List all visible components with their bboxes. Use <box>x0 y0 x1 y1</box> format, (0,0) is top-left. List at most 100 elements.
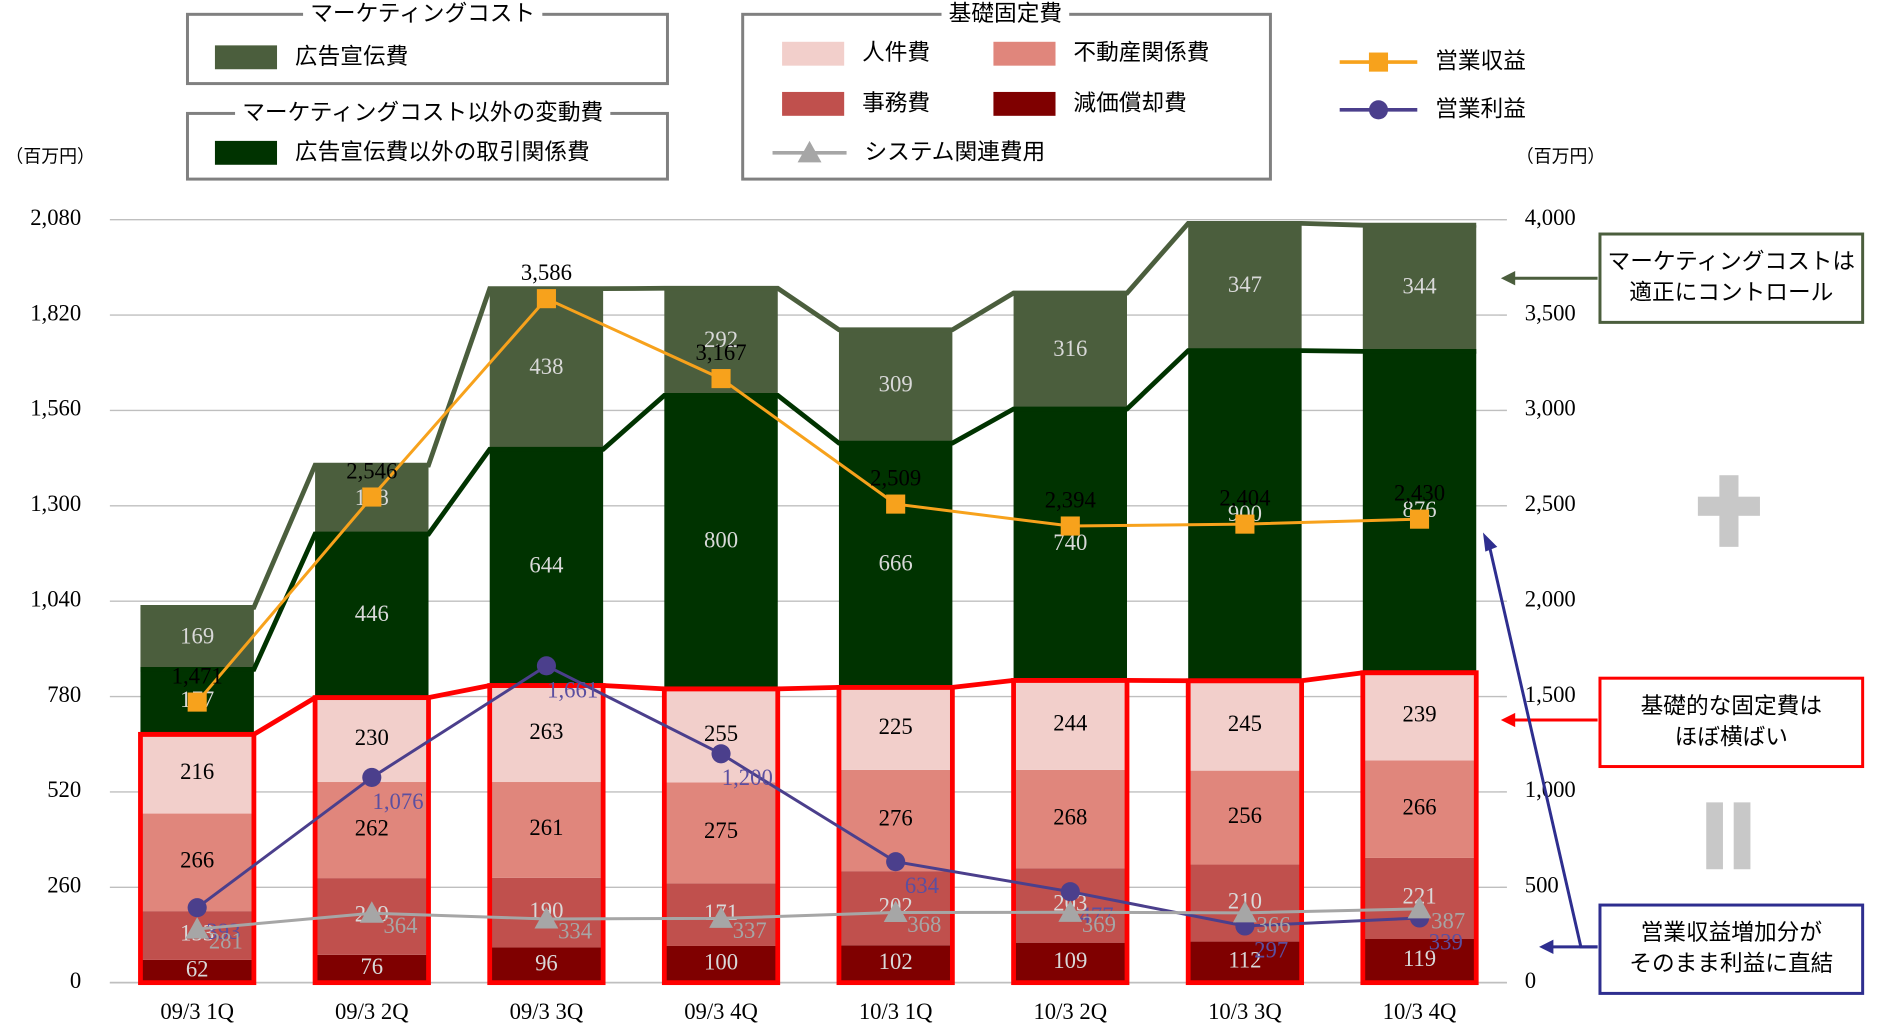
line-marker <box>536 656 556 676</box>
bar-segment <box>1188 223 1302 351</box>
fixed-cost-outline <box>661 686 781 986</box>
line-marker <box>886 852 906 872</box>
bar-segment <box>1013 293 1128 409</box>
fixed-cost-outline <box>1360 670 1479 986</box>
bar-value-label: 438 <box>529 354 563 379</box>
bar-value-label: 112 <box>1228 947 1261 972</box>
connector-line <box>140 220 1477 610</box>
legend-group-title: マーケティングコスト以外の変動費 <box>242 100 603 126</box>
bar-value-label: 644 <box>529 553 563 578</box>
line-value-label: 337 <box>733 918 767 943</box>
legend-label: 事務費 <box>862 90 930 116</box>
equals-sign <box>1733 802 1751 870</box>
legend-label: 営業収益 <box>1435 49 1526 75</box>
y2-tick-label: 4,000 <box>1525 205 1576 230</box>
line-value-label: 387 <box>1431 908 1465 933</box>
bar-segment <box>838 945 953 983</box>
bar-segment <box>1013 680 1128 770</box>
legend-swatch <box>214 140 278 165</box>
line-marker <box>359 901 384 923</box>
line-value-label: 369 <box>1082 912 1116 937</box>
legend-label: 営業利益 <box>1435 96 1526 122</box>
annotation-text: ほぼ横ばい <box>1675 724 1788 750</box>
arrow-head <box>1482 532 1498 552</box>
bar-value-label: 100 <box>704 950 738 975</box>
line-value-label: 368 <box>907 912 941 937</box>
line-marker <box>1409 509 1430 529</box>
bar-value-label: 316 <box>1053 336 1087 361</box>
bar-segment <box>1362 225 1477 352</box>
legend-label: 広告宣伝費 <box>295 44 408 70</box>
legend-title-bg <box>303 9 543 20</box>
line-series <box>197 907 1420 931</box>
bar-value-label: 309 <box>879 372 913 397</box>
bar-segment <box>315 954 429 983</box>
legend-title-bg <box>941 9 1070 20</box>
bar-value-label: 261 <box>529 815 563 840</box>
annotation-arrow <box>1488 548 1598 949</box>
y-axis-unit: （百万円） <box>5 147 94 168</box>
x-tick-label: 10/3 2Q <box>1033 999 1107 1024</box>
line-marker <box>1235 514 1255 534</box>
line-value-label: 366 <box>1257 912 1291 937</box>
bar-value-label: 266 <box>1403 794 1437 819</box>
line-value-label: 2,509 <box>870 465 921 490</box>
line-marker <box>1060 882 1080 902</box>
line-value-label: 2,430 <box>1394 480 1445 505</box>
bar-segment <box>1188 941 1302 983</box>
y2-tick-label: 500 <box>1525 872 1559 897</box>
legend-title-bg <box>235 108 611 119</box>
line-marker <box>1407 896 1432 919</box>
legend-swatch <box>993 91 1056 116</box>
bar-value-label: 256 <box>1228 803 1262 828</box>
arrow-head <box>1500 712 1516 728</box>
bar-value-label: 666 <box>879 550 913 575</box>
line-marker <box>1058 900 1083 922</box>
bar-value-label: 96 <box>535 950 558 975</box>
legend-label: 人件費 <box>862 40 930 66</box>
bar-value-label: 169 <box>180 624 214 649</box>
x-tick-label: 09/3 1Q <box>160 999 234 1024</box>
annotation-text: 基礎的な固定費は <box>1641 693 1822 719</box>
legend-label: 減価償却費 <box>1073 90 1186 116</box>
bar-value-label: 292 <box>704 327 738 352</box>
y-tick-label: 0 <box>70 968 81 993</box>
bar-segment <box>838 443 953 688</box>
line-value-label: 1,471 <box>172 663 223 688</box>
bar-value-label: 76 <box>360 954 383 979</box>
bar-segment <box>315 782 429 879</box>
line-marker <box>187 898 207 918</box>
line-marker <box>362 767 382 787</box>
legend-marker <box>1368 100 1389 120</box>
y-tick-label: 520 <box>47 777 81 802</box>
y2-tick-label: 3,000 <box>1525 396 1576 421</box>
y2-tick-label: 1,500 <box>1525 682 1576 707</box>
fixed-cost-outline <box>312 695 431 986</box>
legend-label: 不動産関係費 <box>1073 40 1209 66</box>
line-marker <box>1060 516 1080 536</box>
line-series <box>196 664 1420 928</box>
y-tick-label: 1,560 <box>30 396 81 421</box>
legend-group-title: マーケティングコスト <box>310 1 535 27</box>
annotation-box <box>1598 903 1865 995</box>
line-marker <box>362 487 382 507</box>
line-value-label: 281 <box>209 929 243 954</box>
bar-segment <box>1013 769 1128 869</box>
x-tick-label: 10/3 3Q <box>1208 999 1282 1024</box>
legend-swatch <box>214 45 278 70</box>
line-marker <box>883 900 908 923</box>
y-tick-label: 2,080 <box>30 205 81 230</box>
bar-value-label: 262 <box>355 815 389 840</box>
fixed-cost-outline <box>138 731 257 986</box>
bar-value-label: 245 <box>1228 711 1262 736</box>
line-marker <box>185 917 210 939</box>
bar-value-label: 268 <box>1053 804 1087 829</box>
bar-value-label: 102 <box>879 949 913 974</box>
line-marker <box>711 744 731 764</box>
bar-value-label: 347 <box>1228 272 1262 297</box>
arrow-head <box>1500 271 1516 286</box>
line-series <box>196 296 1420 704</box>
line-value-label: 364 <box>383 913 417 938</box>
line-value-label: 2,394 <box>1045 487 1096 512</box>
